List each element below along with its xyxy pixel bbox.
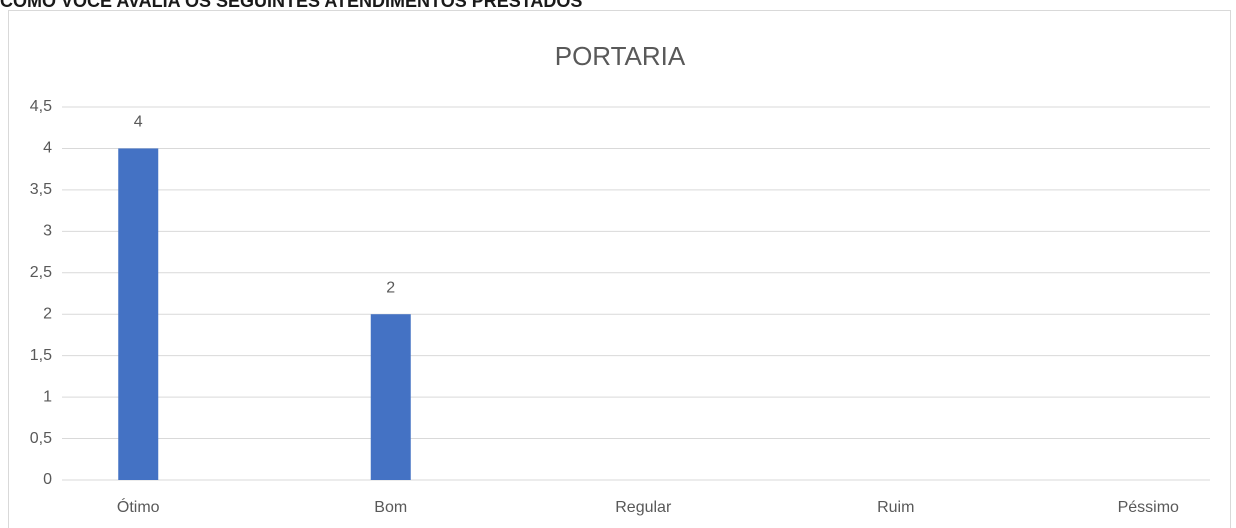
x-tick-label: Bom	[374, 499, 407, 516]
page-header: COMO VOCÊ AVALIA OS SEGUINTES ATENDIMENT…	[0, 0, 582, 11]
y-tick-label: 3	[43, 223, 52, 240]
y-tick-label: 0	[43, 471, 52, 488]
x-tick-label: Regular	[615, 499, 672, 516]
chart-title: PORTARIA	[555, 41, 686, 71]
y-tick-label: 4	[43, 140, 52, 157]
y-tick-label: 1,5	[30, 347, 52, 364]
bar	[118, 148, 159, 480]
x-tick-label: Ótimo	[117, 497, 160, 516]
chart-border	[8, 10, 1231, 528]
y-tick-label: 4,5	[30, 98, 52, 115]
data-label: 4	[134, 114, 143, 131]
y-tick-label: 0,5	[30, 430, 52, 447]
data-label: 2	[386, 279, 395, 296]
y-tick-label: 2,5	[30, 264, 52, 281]
x-tick-label: Ruim	[877, 499, 914, 516]
bar	[370, 314, 411, 480]
x-tick-label: Péssimo	[1118, 499, 1179, 516]
y-tick-label: 3,5	[30, 181, 52, 198]
y-tick-label: 2	[43, 305, 52, 322]
y-tick-label: 1	[43, 388, 52, 405]
